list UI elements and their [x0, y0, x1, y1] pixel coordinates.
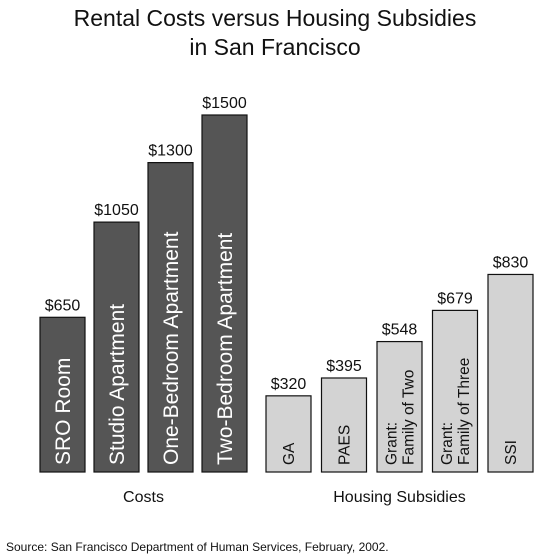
bar: [201, 114, 248, 473]
bar-category-label: Grant:: [384, 422, 401, 465]
bar: [147, 162, 194, 473]
bar: [487, 273, 534, 473]
bar-value-label: $830: [493, 254, 529, 271]
bar-category-label: Family of Two: [401, 370, 418, 465]
bar-value-label: $1500: [202, 95, 247, 112]
bar-value-label: $548: [382, 322, 418, 339]
bar-category-label: Grant:: [439, 422, 456, 465]
bar-category-label: SRO Room: [52, 358, 75, 465]
bar: [320, 377, 368, 473]
bar-category-label: GA: [281, 442, 298, 465]
bar: [93, 221, 140, 473]
bar-value-label: $650: [45, 297, 81, 314]
bar-category-label: Studio Apartment: [106, 304, 129, 465]
bar: [431, 309, 479, 473]
bar-category-label: SSI: [503, 440, 520, 465]
bar-value-label: $1300: [148, 143, 193, 160]
group-label: Housing Subsidies: [333, 489, 466, 506]
bar: [376, 340, 423, 473]
bar-category-label: Family of Three: [456, 358, 473, 465]
chart-title-line2: in San Francisco: [189, 34, 361, 60]
bar: [265, 395, 312, 473]
bar-value-label: $1050: [94, 202, 139, 219]
bar: [39, 316, 86, 473]
chart-title-line1: Rental Costs versus Housing Subsidies: [73, 5, 477, 31]
bar-category-label: PAES: [337, 425, 354, 465]
bar-value-label: $395: [326, 358, 362, 375]
bar-category-label: One-Bedroom Apartment: [160, 231, 183, 465]
group-label: Costs: [123, 489, 164, 506]
bar-value-label: $320: [271, 376, 307, 393]
bar-category-label: Two-Bedroom Apartment: [214, 233, 237, 465]
source-note: Source: San Francisco Department of Huma…: [6, 540, 389, 554]
bar-value-label: $679: [437, 290, 473, 307]
